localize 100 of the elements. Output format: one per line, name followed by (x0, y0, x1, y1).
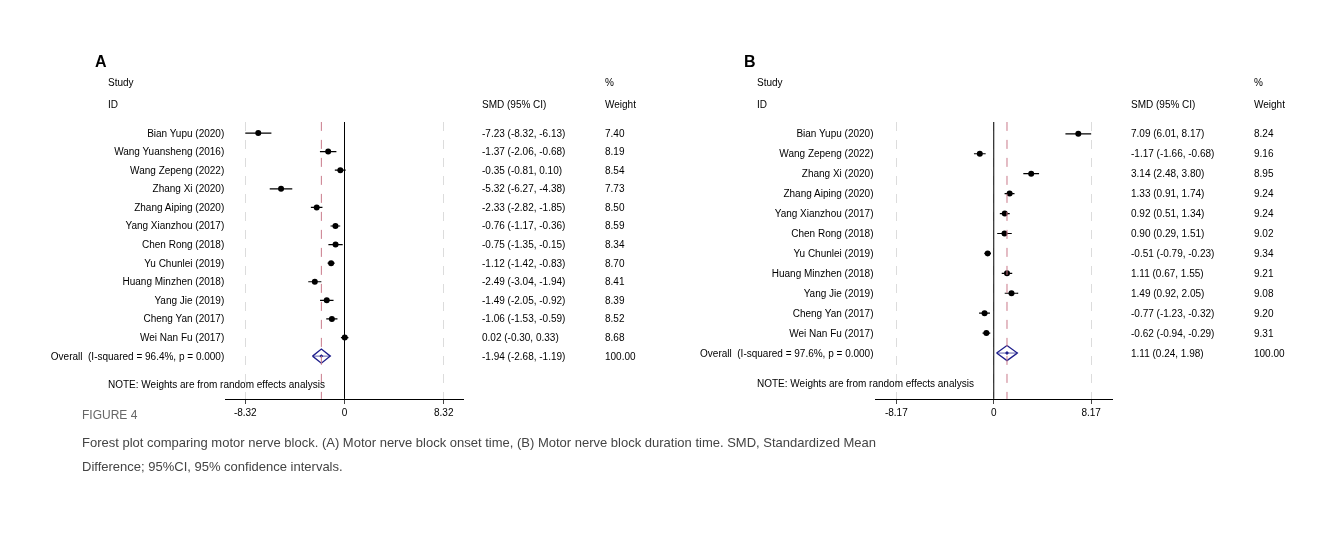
y-tick-label: Yang Jie (2019) (803, 287, 874, 299)
text: 8.34 (605, 239, 625, 250)
text: ID (108, 99, 118, 110)
y-tick-label: Zhang Aiping (2020) (134, 201, 225, 213)
text: % (1254, 77, 1263, 88)
text: -1.17 (-1.66, -0.68) (1131, 148, 1215, 159)
text: -1.49 (-2.05, -0.92) (482, 295, 566, 306)
text: Weight (605, 99, 637, 110)
x-tick-label: -8.32 (233, 406, 258, 418)
x-tick-label: 8.17 (1081, 406, 1102, 418)
y-tick-label: Overall (I-squared = 97.6%, p = 0.000) (700, 347, 874, 359)
text: NOTE: Weights are from random effects analysis (108, 379, 325, 390)
text: 0.02 (-0.30, 0.33) (482, 332, 559, 343)
text: 9.02 (1254, 228, 1274, 239)
point (1008, 290, 1015, 297)
y-tick-label: Huang Minzhen (2018) (122, 276, 225, 288)
y-tick-label: Zhang Xi (2020) (801, 168, 874, 180)
point (1075, 130, 1082, 137)
text: -0.35 (-0.81, 0.10) (482, 165, 563, 176)
point (255, 130, 262, 137)
y-tick-label: Bian Yupu (2020) (796, 128, 874, 140)
y-tick-label: Yu Chunlei (2019) (793, 247, 874, 259)
y-tick-label: Huang Minzhen (2018) (771, 267, 874, 279)
y-tick-label: Yu Chunlei (2019) (144, 257, 225, 269)
text: Study (108, 77, 134, 88)
text: 7.40 (605, 128, 625, 139)
text: -1.06 (-1.53, -0.59) (482, 313, 566, 324)
text: -0.51 (-0.79, -0.23) (1131, 248, 1215, 259)
y-tick-label: Wei Nan Fu (2017) (789, 327, 874, 339)
text: 1.11 (0.24, 1.98) (1131, 348, 1204, 359)
y-tick-label: Chen Rong (2018) (141, 239, 225, 251)
text: Forest plot comparing motor nerve block. (A) Motor nerve block onset time, (B) Motor nerve block duration time. SMD, Standardized Mean (82, 435, 877, 450)
x-tick-label: 0 (341, 406, 348, 418)
text: 7.73 (605, 183, 625, 194)
text: 9.31 (1254, 328, 1274, 339)
text: ID (757, 99, 767, 110)
y-tick-label: Wei Nan Fu (2017) (139, 332, 225, 344)
x-tick-label: 0 (990, 406, 997, 418)
text: 8.95 (1254, 168, 1274, 179)
text: 8.39 (605, 295, 625, 306)
chart-title: B (744, 53, 756, 70)
text: 8.68 (605, 332, 625, 343)
text: 8.59 (605, 220, 625, 231)
text: 7.09 (6.01, 8.17) (1131, 128, 1205, 139)
text: 8.24 (1254, 128, 1274, 139)
text: % (605, 77, 614, 88)
point (328, 315, 335, 322)
x-tick-label: 8.32 (433, 406, 454, 418)
text: 8.54 (605, 165, 625, 176)
text: 1.33 (0.91, 1.74) (1131, 188, 1205, 199)
text: 9.08 (1254, 288, 1274, 299)
text: 100.00 (605, 351, 637, 362)
text: 8.19 (605, 146, 625, 157)
y-tick-label: Yang Xianzhou (2017) (774, 208, 874, 220)
text: 8.70 (605, 258, 625, 269)
y-tick-label: Wang Zepeng (2022) (130, 164, 225, 176)
text: 9.34 (1254, 248, 1274, 259)
point (995, 344, 1019, 362)
y-tick-label: Wang Zepeng (2022) (779, 148, 874, 160)
text: -0.62 (-0.94, -0.29) (1131, 328, 1215, 339)
y-tick-label: Cheng Yan (2017) (792, 307, 874, 319)
text: Study (757, 77, 783, 88)
y-tick-label: Wang Yuansheng (2016) (114, 146, 225, 158)
text: -1.12 (-1.42, -0.83) (482, 258, 566, 269)
y-tick-label: Zhang Aiping (2020) (783, 188, 874, 200)
text: Weight (1254, 99, 1286, 110)
text: 9.21 (1254, 268, 1274, 279)
text: 9.24 (1254, 188, 1274, 199)
text: 8.52 (605, 313, 625, 324)
text: 9.16 (1254, 148, 1274, 159)
text: 0.92 (0.51, 1.34) (1131, 208, 1205, 219)
point (311, 278, 318, 285)
point (976, 150, 983, 157)
y-tick-label: Bian Yupu (2020) (147, 127, 225, 139)
point (332, 241, 339, 248)
text: -5.32 (-6.27, -4.38) (482, 183, 566, 194)
text: 8.41 (605, 276, 625, 287)
y-tick-label: Chen Rong (2018) (791, 227, 874, 239)
point (313, 204, 320, 211)
text: 3.14 (2.48, 3.80) (1131, 168, 1205, 179)
y-tick-label: Zhang Xi (2020) (152, 183, 225, 195)
text: SMD (95% CI) (482, 99, 547, 110)
x-tick-label: -8.17 (884, 406, 909, 418)
point (323, 297, 330, 304)
text: -2.49 (-3.04, -1.94) (482, 276, 566, 287)
text: 1.11 (0.67, 1.55) (1131, 268, 1204, 279)
text: -2.33 (-2.82, -1.85) (482, 202, 566, 213)
text: -0.76 (-1.17, -0.36) (482, 220, 566, 231)
text: -1.94 (-2.68, -1.19) (482, 351, 566, 362)
text: 8.50 (605, 202, 625, 213)
y-tick-label: Overall (I-squared = 96.4%, p = 0.000) (50, 350, 225, 362)
chart-title: A (95, 53, 107, 70)
text: NOTE: Weights are from random effects analysis (757, 378, 974, 389)
point (311, 348, 331, 364)
text: -1.37 (-2.06, -0.68) (482, 146, 566, 157)
point (1028, 170, 1035, 177)
text: -0.75 (-1.35, -0.15) (482, 239, 566, 250)
text: 0.90 (0.29, 1.51) (1131, 228, 1205, 239)
text: -0.77 (-1.23, -0.32) (1131, 308, 1215, 319)
y-tick-label: Yang Jie (2019) (154, 294, 225, 306)
